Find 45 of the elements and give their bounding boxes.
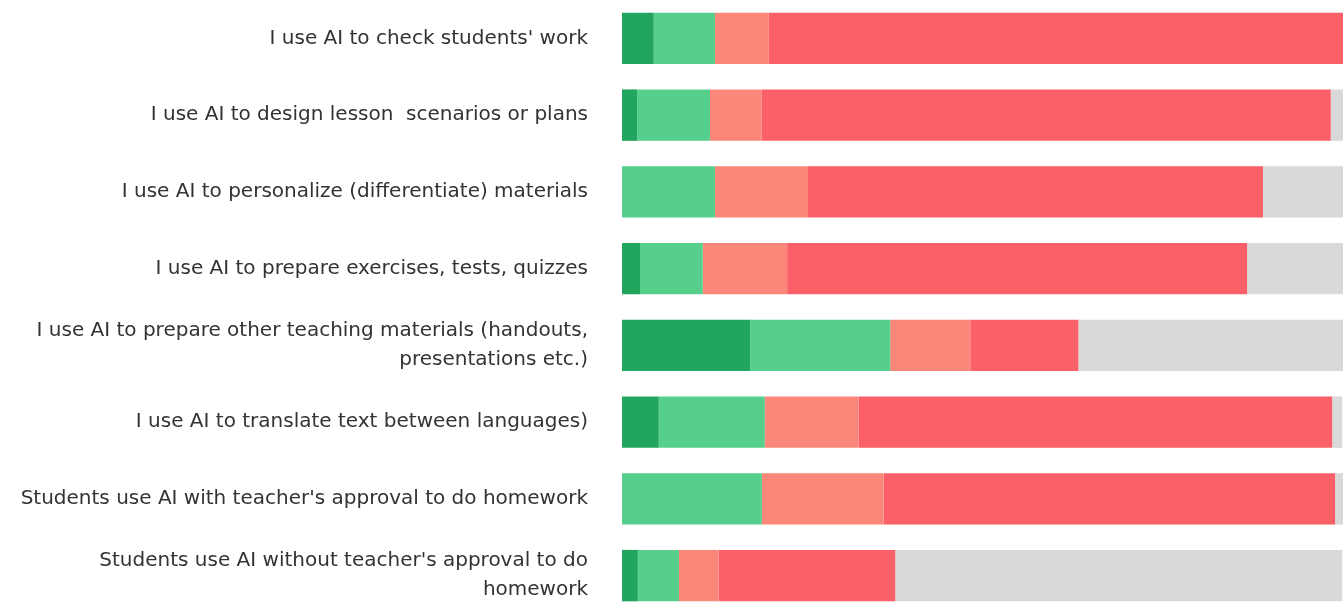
bar <box>622 473 762 525</box>
y-tick-label: I use AI to prepare exercises, tests, quizzes <box>155 254 588 279</box>
bar <box>1247 242 1343 295</box>
bar <box>1262 166 1343 218</box>
bar <box>970 319 1079 372</box>
y-tick-label: Students use AI without teacher's approval to do homework <box>99 547 589 601</box>
bar <box>761 89 1331 141</box>
y-tick-label: Students use AI with teacher's approval to do homework <box>20 485 589 510</box>
bar <box>637 549 679 602</box>
bar <box>858 396 1333 448</box>
bar <box>640 242 703 295</box>
bar <box>1078 319 1343 372</box>
y-tick-label: I use AI to check students' work <box>269 24 589 49</box>
bar <box>622 319 751 372</box>
bar <box>883 473 1336 525</box>
y-tick-label: I use AI to prepare other teaching materials (handouts, presentations etc.) <box>36 317 588 371</box>
bar <box>764 396 859 448</box>
y-tick-label: I use AI to personalize (differentiate) materials <box>121 178 588 203</box>
bar <box>658 396 765 448</box>
bar <box>715 166 809 218</box>
bar <box>761 473 884 525</box>
bar <box>622 166 716 218</box>
bar <box>718 549 896 602</box>
bar <box>678 549 719 602</box>
y-tick-label: I use AI to translate text between languages) <box>135 408 588 433</box>
bar <box>622 89 638 141</box>
bar <box>715 12 769 65</box>
bar <box>1332 396 1343 448</box>
y-tick-label: I use AI to design lesson scenarios or plans <box>150 101 588 126</box>
bar <box>637 89 710 141</box>
bar <box>622 396 659 448</box>
bar <box>1335 473 1343 525</box>
bar <box>622 549 638 602</box>
bar <box>808 166 1263 218</box>
bar <box>768 12 1343 65</box>
bar <box>787 242 1248 295</box>
bar <box>709 89 762 141</box>
bar <box>622 12 654 65</box>
bar <box>895 549 1343 602</box>
bar <box>702 242 788 295</box>
bar <box>653 12 716 65</box>
bar <box>1330 89 1343 141</box>
bar <box>890 319 971 372</box>
bar <box>750 319 891 372</box>
bar <box>622 242 641 295</box>
